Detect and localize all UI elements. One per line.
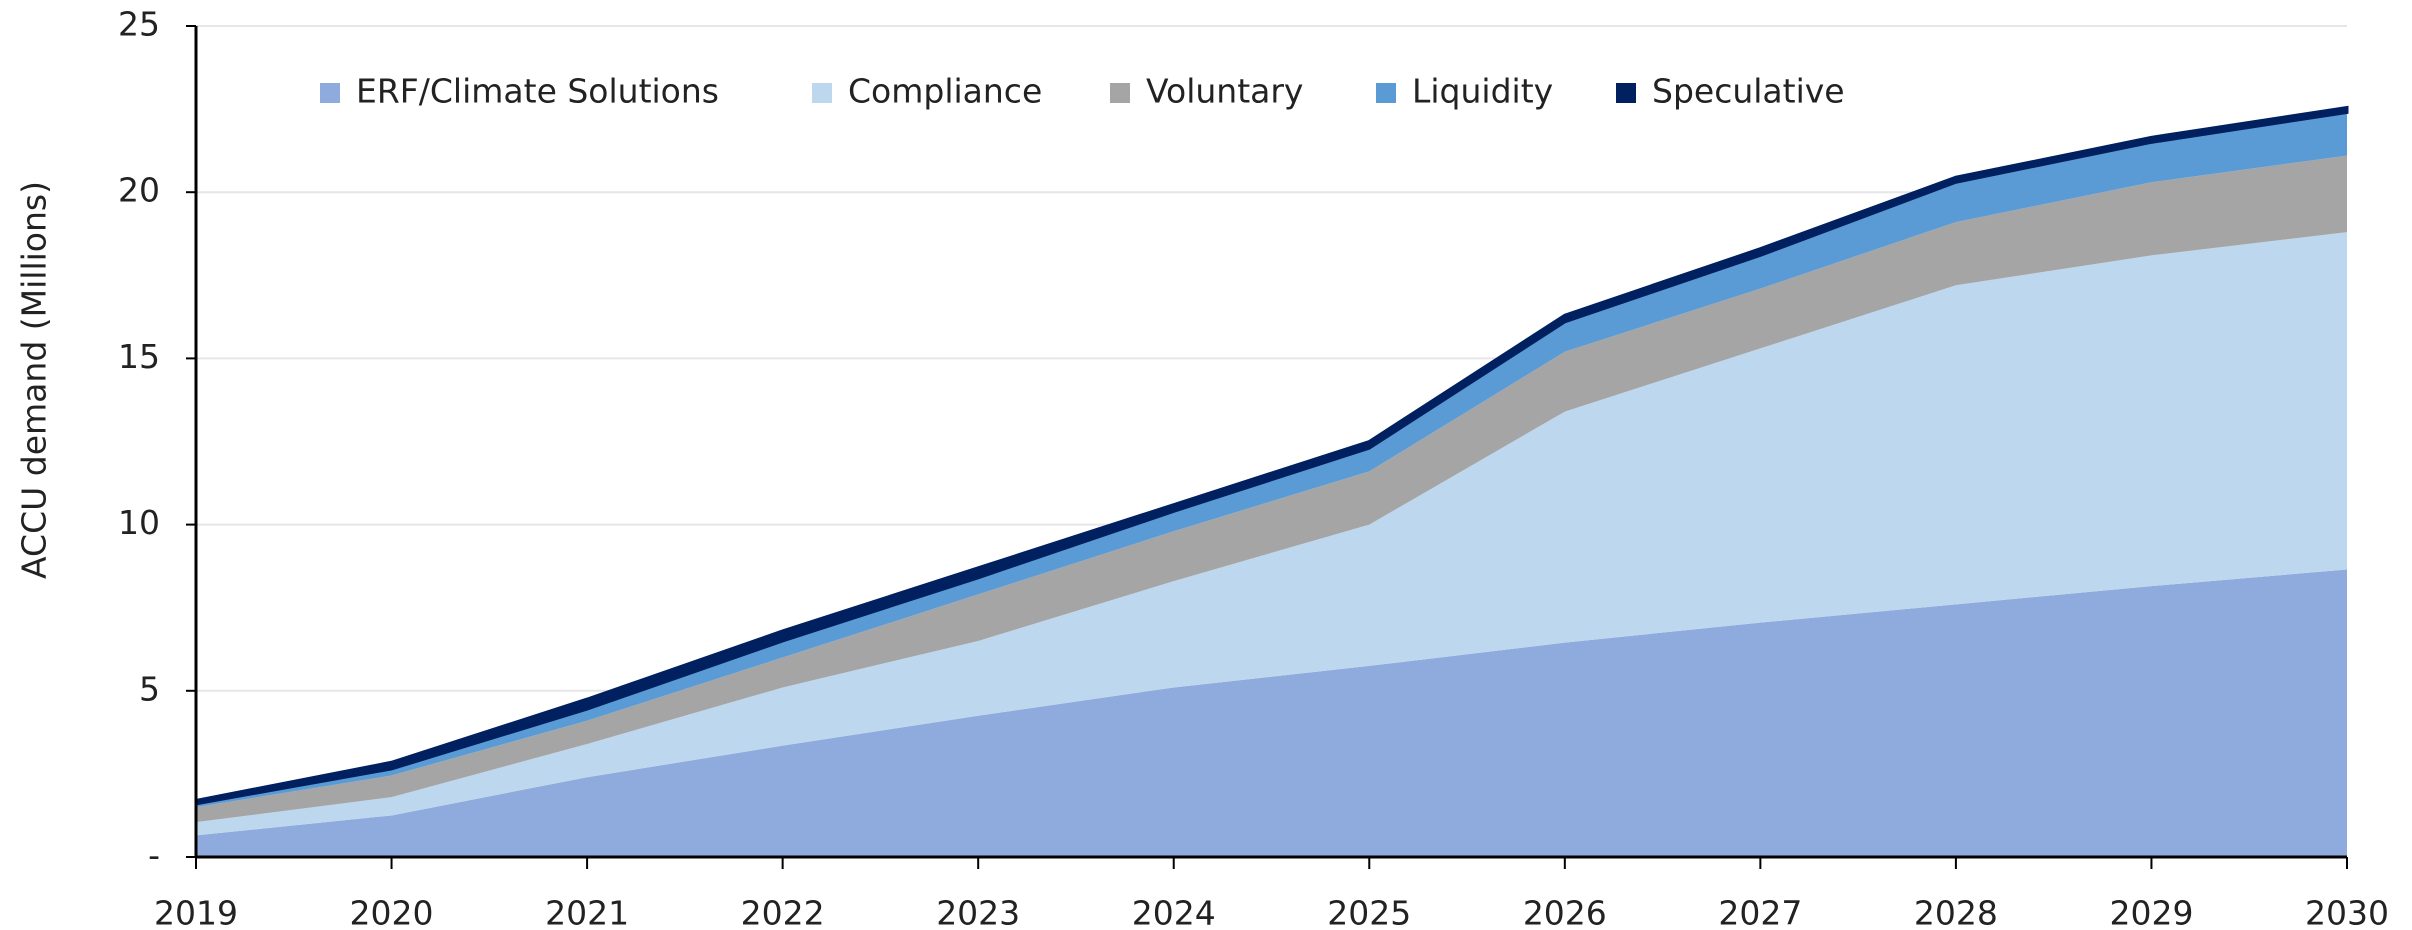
area: [196, 569, 2347, 857]
y-tick-label: 10: [118, 503, 160, 542]
legend-label: Liquidity: [1412, 72, 1553, 111]
x-tick-label: 2026: [1523, 894, 1607, 930]
y-tick-label: 20: [118, 171, 160, 210]
x-tick-label: 2024: [1132, 894, 1216, 930]
x-tick-label: 2019: [154, 894, 238, 930]
y-tick-label: -: [148, 836, 160, 875]
x-tick-label: 2028: [1914, 894, 1998, 930]
legend-label: ERF/Climate Solutions: [356, 72, 719, 111]
x-tick-label: 2030: [2305, 894, 2389, 930]
x-tick-label: 2023: [936, 894, 1020, 930]
area: [196, 232, 2347, 836]
x-tick-label: 2021: [545, 894, 629, 930]
legend-swatch: [1110, 83, 1130, 103]
x-tick-label: 2027: [1718, 894, 1802, 930]
x-tick-label: 2020: [350, 894, 434, 930]
legend-swatch: [1616, 83, 1636, 103]
area: [196, 155, 2347, 823]
legend-label: Speculative: [1652, 72, 1845, 111]
legend-swatch: [1376, 83, 1396, 103]
y-tick-label: 15: [118, 337, 160, 376]
legend-swatch: [812, 83, 832, 103]
legend-label: Voluntary: [1146, 72, 1303, 111]
y-axis-label: ACCU demand (Millions): [15, 181, 54, 579]
area: [194, 105, 2349, 806]
x-tick-label: 2025: [1327, 894, 1411, 930]
x-tick-label: 2029: [2109, 894, 2193, 930]
y-tick-label: 5: [139, 669, 160, 708]
area: [196, 112, 2347, 808]
y-tick-label: 25: [118, 5, 160, 44]
x-tick-label: 2022: [741, 894, 825, 930]
legend-label: Compliance: [848, 72, 1042, 111]
legend-swatch: [320, 83, 340, 103]
